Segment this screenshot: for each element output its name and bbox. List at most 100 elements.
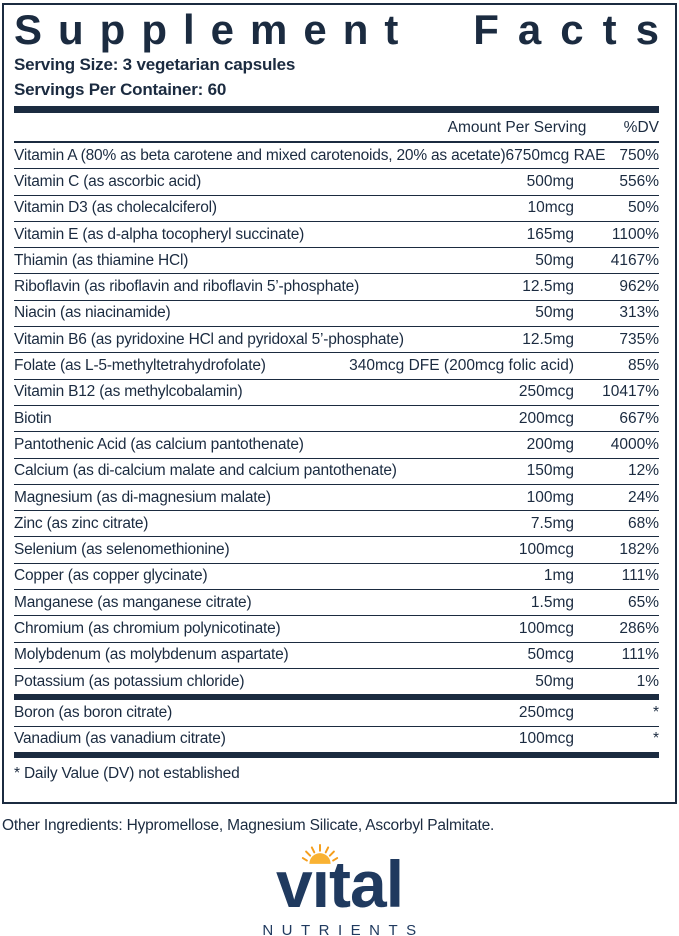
nutrient-amount: 200mg: [526, 435, 574, 453]
table-row: Potassium (as potassium chloride) 50mg 1…: [14, 669, 659, 694]
nutrient-dv: 286%: [619, 619, 659, 637]
supplement-facts-panel: Supplement Facts Serving Size: 3 vegetar…: [2, 3, 677, 804]
nutrient-dv: 1%: [636, 672, 659, 690]
table-row: Riboflavin (as riboflavin and riboflavin…: [14, 274, 659, 301]
nutrient-dv: 1100%: [611, 225, 659, 243]
nutrient-name: Pantothenic Acid (as calcium pantothenat…: [14, 435, 304, 453]
table-row: Thiamin (as thiamine HCl) 50mg 4167%: [14, 248, 659, 275]
nutrient-name: Molybdenum (as molybdenum aspartate): [14, 646, 289, 664]
nutrient-amount: 340mcg DFE (200mcg folic acid): [349, 357, 574, 375]
nutrient-amount: 50mg: [535, 304, 574, 322]
panel-title: Supplement Facts: [14, 8, 659, 52]
nutrient-amount: 12.5mg: [522, 330, 574, 348]
nutrient-dv: 4167%: [610, 251, 659, 269]
table-row: Vitamin A (80% as beta carotene and mixe…: [14, 143, 659, 170]
table-row: Pantothenic Acid (as calcium pantothenat…: [14, 432, 659, 459]
nutrient-amount: 50mg: [535, 672, 574, 690]
nutrient-name: Vitamin B6 (as pyridoxine HCl and pyrido…: [14, 330, 404, 348]
nutrient-dv: 111%: [621, 646, 659, 664]
nutrient-name: Thiamin (as thiamine HCl): [14, 251, 189, 269]
table-header-row: Amount Per Serving %DV: [14, 113, 659, 143]
table-row: Copper (as copper glycinate) 1mg 111%: [14, 564, 659, 591]
nutrient-dv: 111%: [621, 567, 659, 585]
nutrient-name: Boron (as boron citrate): [14, 703, 173, 721]
nutrient-amount: 100mcg: [518, 730, 574, 748]
nutrient-dv: 24%: [627, 488, 659, 506]
table-row: Biotin 200mcg 667%: [14, 406, 659, 433]
thick-divider-mid: [14, 694, 659, 701]
nutrient-name: Selenium (as selenomethionine): [14, 541, 230, 559]
nutrient-amount: 1.5mg: [530, 593, 574, 611]
nutrient-dv: *: [652, 730, 659, 748]
nutrient-rows: Vitamin A (80% as beta carotene and mixe…: [14, 143, 659, 694]
serving-size-line: Serving Size: 3 vegetarian capsules: [14, 55, 296, 74]
nutrient-dv: 735%: [619, 330, 659, 348]
nutrient-amount: 6750mcg RAE: [505, 146, 606, 164]
nutrient-dv: 750%: [619, 146, 659, 164]
nutrient-dv: 50%: [627, 199, 659, 217]
table-row: Molybdenum (as molybdenum aspartate) 50m…: [14, 643, 659, 669]
thick-divider-bottom: [14, 751, 659, 758]
servings-per-container-line: Servings Per Container: 60: [14, 80, 227, 99]
nutrient-amount: 1mg: [543, 567, 574, 585]
title-word-supplement: Supplement: [14, 6, 415, 53]
table-row: Manganese (as manganese citrate) 1.5mg 6…: [14, 590, 659, 617]
nutrient-name: Vitamin A (80% as beta carotene and mixe…: [14, 146, 506, 164]
table-row: Boron (as boron citrate) 250mcg *: [14, 700, 659, 727]
nutrient-name: Chromium (as chromium polynicotinate): [14, 619, 281, 637]
table-row: Vitamin E (as d-alpha tocopheryl succina…: [14, 222, 659, 249]
nutrient-name: Riboflavin (as riboflavin and riboflavin…: [14, 278, 360, 296]
nutrient-name: Copper (as copper glycinate): [14, 567, 208, 585]
nutrient-amount: 50mcg: [527, 646, 574, 664]
nutrient-amount: 100mg: [526, 488, 574, 506]
nutrient-name: Manganese (as manganese citrate): [14, 593, 252, 611]
nutrient-name: Calcium (as di-calcium malate and calciu…: [14, 462, 397, 480]
nutrient-name: Niacin (as niacinamide): [14, 304, 171, 322]
nutrient-dv: 12%: [627, 462, 659, 480]
nutrient-amount: 250mcg: [518, 383, 574, 401]
nutrient-amount: 200mcg: [518, 409, 574, 427]
nutrient-name: Biotin: [14, 409, 52, 427]
nutrient-dv: 85%: [627, 357, 659, 375]
brand-letter-i-glyph: ı: [311, 847, 330, 921]
nutrient-dv: 4000%: [610, 435, 659, 453]
nutrient-name: Magnesium (as di-magnesium malate): [14, 488, 271, 506]
nutrient-amount: 100mcg: [518, 541, 574, 559]
brand-tagline: NUTRIENTS: [262, 922, 425, 936]
nutrient-amount: 165mg: [526, 225, 574, 243]
column-header-dv: %DV: [623, 119, 659, 136]
nutrient-name: Folate (as L-5-methyltetrahydrofolate): [14, 357, 266, 375]
table-row: Vitamin B12 (as methylcobalamin) 250mcg …: [14, 380, 659, 406]
nutrient-amount: 12.5mg: [522, 278, 574, 296]
nutrient-name: Potassium (as potassium chloride): [14, 672, 245, 690]
nutrient-amount: 100mcg: [518, 619, 574, 637]
daily-value-footnote: * Daily Value (DV) not established: [14, 765, 240, 783]
brand-letter-i: ı: [302, 844, 339, 917]
title-word-facts: Facts: [473, 6, 677, 53]
table-row: Zinc (as zinc citrate) 7.5mg 68%: [14, 511, 659, 538]
nutrient-amount: 50mg: [535, 251, 574, 269]
nutrient-dv: 962%: [619, 278, 659, 296]
table-row: Vitamin C (as ascorbic acid) 500mg 556%: [14, 169, 659, 196]
table-row: Vitamin D3 (as cholecalciferol) 10mcg 50…: [14, 196, 659, 222]
nutrient-name: Zinc (as zinc citrate): [14, 514, 149, 532]
nutrient-name: Vitamin C (as ascorbic acid): [14, 172, 202, 190]
no-dv-rows: Boron (as boron citrate) 250mcg * Vanadi…: [14, 700, 659, 752]
table-row: Selenium (as selenomethionine) 100mcg 18…: [14, 537, 659, 564]
nutrient-name: Vitamin E (as d-alpha tocopheryl succina…: [14, 225, 305, 243]
nutrient-name: Vitamin B12 (as methylcobalamin): [14, 383, 243, 401]
table-row: Folate (as L-5-methyltetrahydrofolate) 3…: [14, 353, 659, 380]
nutrient-dv: 182%: [619, 541, 659, 559]
nutrient-dv: 556%: [619, 172, 659, 190]
nutrient-amount: 10mcg: [527, 199, 574, 217]
table-row: Vitamin B6 (as pyridoxine HCl and pyrido…: [14, 327, 659, 354]
table-row: Magnesium (as di-magnesium malate) 100mg…: [14, 485, 659, 512]
nutrient-dv: 10417%: [602, 383, 659, 401]
nutrient-amount: 7.5mg: [530, 514, 574, 532]
thick-divider-top: [14, 106, 659, 113]
table-row: Calcium (as di-calcium malate and calciu…: [14, 459, 659, 485]
other-ingredients-line: Other Ingredients: Hypromellose, Magnesi…: [2, 817, 495, 834]
brand-letters-pre: v: [275, 847, 313, 921]
nutrient-dv: 313%: [619, 304, 659, 322]
